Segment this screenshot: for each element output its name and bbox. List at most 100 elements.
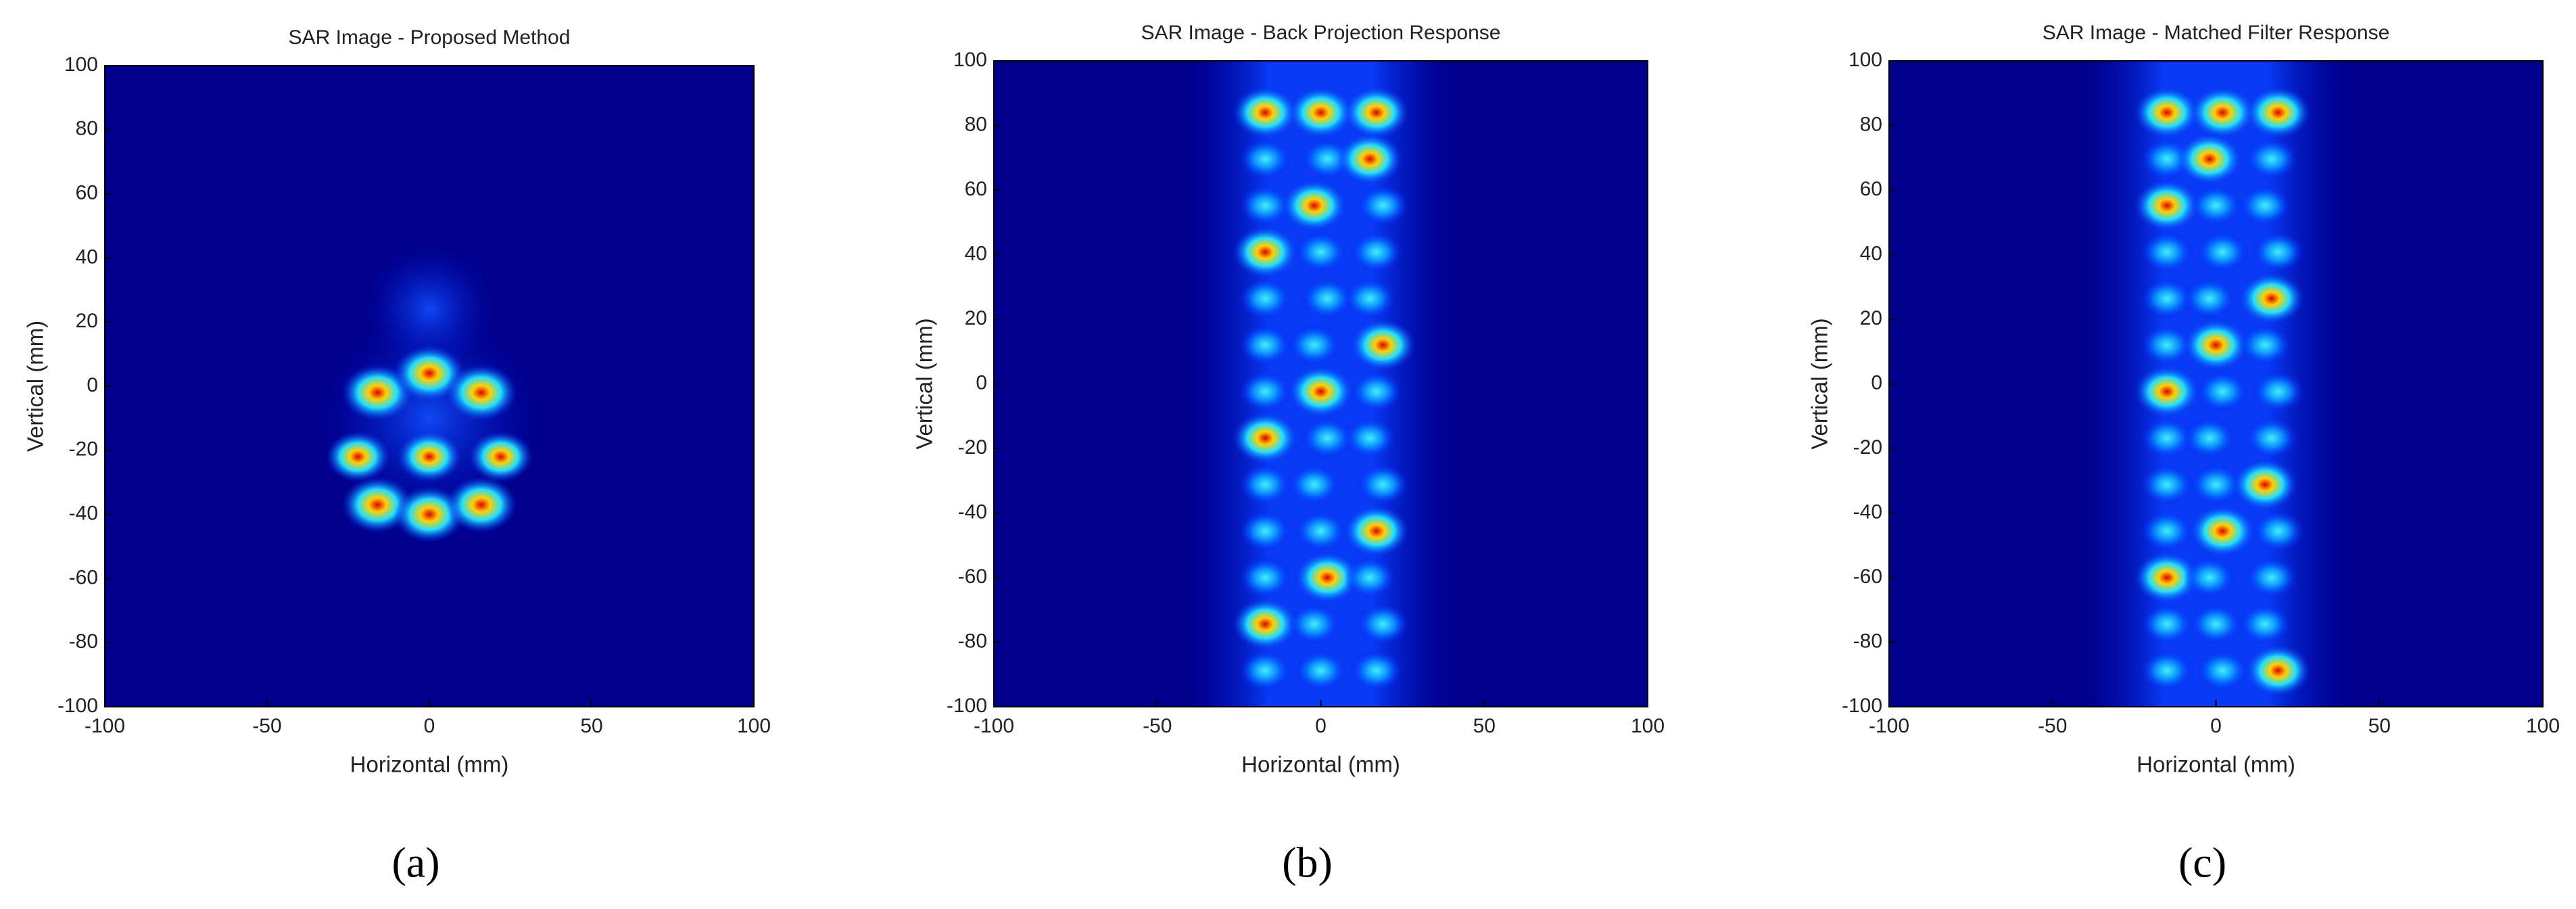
y-tick-label: -60 — [69, 566, 98, 588]
spot — [2141, 649, 2193, 692]
spot — [1239, 138, 1291, 180]
spot — [2189, 603, 2243, 645]
x-tick-label: 50 — [1473, 715, 1496, 737]
y-tick-label: 20 — [76, 310, 98, 332]
spot — [2134, 87, 2200, 139]
spot — [2134, 551, 2200, 604]
spot — [2141, 510, 2193, 552]
spot — [1343, 87, 1410, 139]
spot — [446, 476, 517, 534]
spot — [1343, 277, 1396, 319]
panel-caption: (c) — [2178, 839, 2226, 887]
spot — [2134, 179, 2200, 232]
y-axis-label: Vertical (mm) — [23, 321, 48, 452]
y-tick-label: 80 — [1860, 113, 1882, 135]
y-tick-label: 0 — [976, 371, 987, 394]
spot — [2251, 510, 2305, 552]
spot — [2141, 417, 2193, 459]
panel: -100 -50 0 50 100 -100 -80 -60 -40 -20 0 20 40 60 80 10… — [912, 22, 1665, 887]
y-tick-label: 80 — [76, 118, 98, 140]
spot — [1239, 324, 1291, 366]
spot — [1232, 412, 1298, 464]
x-tick-label: 100 — [1631, 715, 1665, 737]
y-tick-label: 100 — [1848, 49, 1882, 71]
spot — [1239, 510, 1291, 552]
y-tick-label: -60 — [958, 565, 987, 588]
x-tick-label: 100 — [2526, 715, 2560, 737]
y-tick-label: -80 — [1853, 630, 1882, 652]
spot — [2176, 133, 2243, 185]
spot — [1239, 185, 1291, 227]
x-axis-label: Horizontal (mm) — [2137, 752, 2295, 777]
spot — [1356, 603, 1410, 645]
spot — [1337, 133, 1403, 185]
y-tick-label: 20 — [965, 307, 987, 329]
y-tick-label: -80 — [69, 630, 98, 653]
spot — [2239, 603, 2291, 645]
y-tick-label: 20 — [1860, 307, 1882, 329]
spot — [1294, 551, 1360, 604]
spot — [1288, 324, 1341, 366]
panel: -100 -50 0 50 100 -100 -80 -60 -40 -20 0 20 40 60 80 10… — [23, 26, 771, 887]
x-tick-label: 50 — [2368, 715, 2391, 737]
spot — [2196, 371, 2249, 413]
x-tick-label: -100 — [1869, 715, 1909, 737]
spot — [1301, 277, 1354, 319]
y-axis-label: Vertical (mm) — [912, 318, 937, 449]
y-tick-label: -60 — [1853, 565, 1882, 588]
x-tick-label: -50 — [2038, 715, 2067, 737]
spot — [1350, 319, 1416, 371]
spot — [1288, 87, 1354, 139]
chart-title: SAR Image - Matched Filter Response — [2043, 22, 2390, 44]
x-axis-label: Horizontal (mm) — [1241, 752, 1400, 777]
spot — [2239, 273, 2305, 325]
spot — [2141, 277, 2193, 319]
spot — [1232, 226, 1298, 278]
y-tick-label: -100 — [57, 695, 98, 717]
spot — [1288, 463, 1341, 506]
spot — [2232, 459, 2298, 511]
x-tick-label: 0 — [1315, 715, 1327, 737]
spot — [2245, 417, 2298, 459]
y-tick-label: 40 — [1860, 242, 1882, 264]
y-tick-label: 100 — [64, 53, 98, 76]
y-tick-label: 40 — [965, 242, 987, 264]
x-tick-label: -50 — [1143, 715, 1172, 737]
spot — [2141, 231, 2193, 273]
spot — [1350, 371, 1403, 413]
spot — [1232, 87, 1298, 139]
spot — [1294, 231, 1347, 273]
panel: -100 -50 0 50 100 -100 -80 -60 -40 -20 0 20 40 60 80 10… — [1807, 22, 2560, 887]
spot — [2196, 231, 2249, 273]
spot — [1239, 277, 1291, 319]
spot — [1281, 179, 1347, 232]
y-tick-label: 60 — [76, 182, 98, 204]
y-tick-label: 0 — [87, 374, 98, 396]
spot — [2251, 371, 2305, 413]
spot — [2251, 231, 2305, 273]
spot — [2189, 505, 2256, 557]
spot — [446, 364, 517, 421]
y-axis-label: Vertical (mm) — [1807, 318, 1832, 449]
x-tick-label: 0 — [2210, 715, 2222, 737]
spot — [1239, 463, 1291, 506]
spot — [1239, 557, 1291, 599]
spot — [1343, 557, 1396, 599]
spot — [1288, 603, 1341, 645]
spot — [2239, 185, 2291, 227]
y-tick-label: 60 — [1860, 178, 1882, 200]
panel-caption: (b) — [1282, 839, 1333, 887]
x-tick-label: -50 — [252, 715, 281, 737]
y-tick-label: 100 — [953, 49, 987, 71]
heatmap-image — [994, 61, 1648, 707]
spot — [2189, 87, 2256, 139]
heatmap-image — [1889, 61, 2543, 707]
y-tick-label: -20 — [69, 438, 98, 461]
y-tick-label: 0 — [1871, 371, 1882, 394]
spot — [1288, 365, 1354, 418]
x-axis-label: Horizontal (mm) — [350, 752, 509, 777]
spot — [1356, 463, 1410, 506]
spot — [1239, 649, 1291, 692]
y-tick-label: 40 — [76, 246, 98, 268]
